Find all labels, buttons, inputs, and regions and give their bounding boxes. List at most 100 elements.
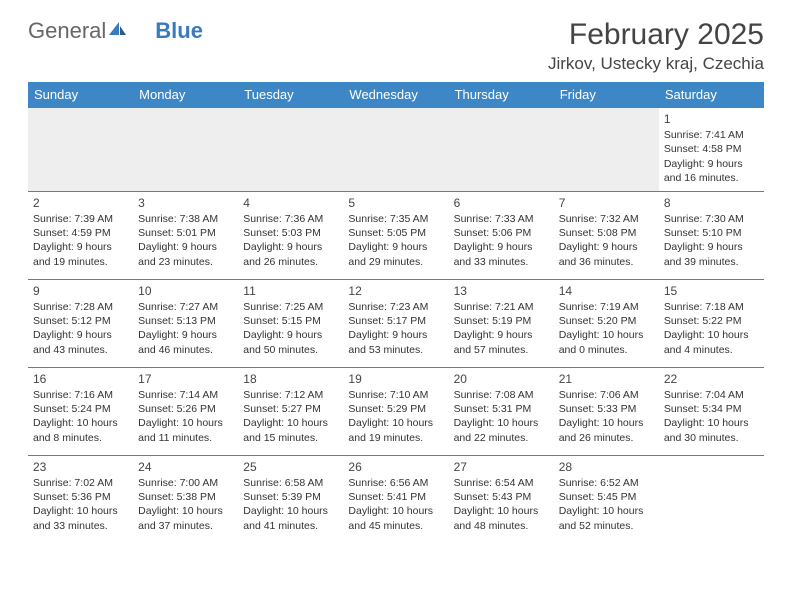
calendar-cell: 4Sunrise: 7:36 AMSunset: 5:03 PMDaylight…: [238, 191, 343, 279]
day-info: Sunrise: 7:30 AMSunset: 5:10 PMDaylight:…: [664, 212, 759, 269]
logo-text-general: General: [28, 18, 106, 44]
day-number: 12: [348, 283, 443, 299]
calendar-row: 1Sunrise: 7:41 AMSunset: 4:58 PMDaylight…: [28, 108, 764, 192]
day-number: 24: [138, 459, 233, 475]
day-info: Sunrise: 6:52 AMSunset: 5:45 PMDaylight:…: [559, 476, 654, 533]
day-info: Sunrise: 7:27 AMSunset: 5:13 PMDaylight:…: [138, 300, 233, 357]
day-number: 17: [138, 371, 233, 387]
weekday-header: Thursday: [449, 82, 554, 108]
day-info: Sunrise: 6:58 AMSunset: 5:39 PMDaylight:…: [243, 476, 338, 533]
day-info: Sunrise: 7:36 AMSunset: 5:03 PMDaylight:…: [243, 212, 338, 269]
calendar-cell: 2Sunrise: 7:39 AMSunset: 4:59 PMDaylight…: [28, 191, 133, 279]
day-info: Sunrise: 7:32 AMSunset: 5:08 PMDaylight:…: [559, 212, 654, 269]
weekday-header: Monday: [133, 82, 238, 108]
day-info: Sunrise: 7:33 AMSunset: 5:06 PMDaylight:…: [454, 212, 549, 269]
calendar-body: 1Sunrise: 7:41 AMSunset: 4:58 PMDaylight…: [28, 108, 764, 544]
calendar-head: SundayMondayTuesdayWednesdayThursdayFrid…: [28, 82, 764, 108]
day-info: Sunrise: 7:19 AMSunset: 5:20 PMDaylight:…: [559, 300, 654, 357]
day-number: 27: [454, 459, 549, 475]
day-number: 1: [664, 111, 759, 127]
calendar-cell: 18Sunrise: 7:12 AMSunset: 5:27 PMDayligh…: [238, 367, 343, 455]
day-info: Sunrise: 6:56 AMSunset: 5:41 PMDaylight:…: [348, 476, 443, 533]
calendar-table: SundayMondayTuesdayWednesdayThursdayFrid…: [28, 82, 764, 543]
calendar-cell: [133, 108, 238, 192]
calendar-cell: [554, 108, 659, 192]
day-info: Sunrise: 7:41 AMSunset: 4:58 PMDaylight:…: [664, 128, 759, 185]
day-number: 14: [559, 283, 654, 299]
day-number: 25: [243, 459, 338, 475]
weekday-header: Tuesday: [238, 82, 343, 108]
logo: General Blue: [28, 18, 203, 44]
location: Jirkov, Ustecky kraj, Czechia: [548, 54, 764, 74]
weekday-header: Saturday: [659, 82, 764, 108]
day-number: 16: [33, 371, 128, 387]
calendar-cell: [238, 108, 343, 192]
calendar-cell: 23Sunrise: 7:02 AMSunset: 5:36 PMDayligh…: [28, 455, 133, 543]
weekday-header: Sunday: [28, 82, 133, 108]
calendar-cell: 13Sunrise: 7:21 AMSunset: 5:19 PMDayligh…: [449, 279, 554, 367]
calendar-row: 16Sunrise: 7:16 AMSunset: 5:24 PMDayligh…: [28, 367, 764, 455]
calendar-cell: 15Sunrise: 7:18 AMSunset: 5:22 PMDayligh…: [659, 279, 764, 367]
day-info: Sunrise: 7:12 AMSunset: 5:27 PMDaylight:…: [243, 388, 338, 445]
day-number: 9: [33, 283, 128, 299]
day-info: Sunrise: 7:02 AMSunset: 5:36 PMDaylight:…: [33, 476, 128, 533]
day-number: 4: [243, 195, 338, 211]
day-number: 26: [348, 459, 443, 475]
calendar-cell: 16Sunrise: 7:16 AMSunset: 5:24 PMDayligh…: [28, 367, 133, 455]
calendar-cell: 10Sunrise: 7:27 AMSunset: 5:13 PMDayligh…: [133, 279, 238, 367]
logo-text-blue: Blue: [155, 18, 203, 44]
title-block: February 2025 Jirkov, Ustecky kraj, Czec…: [548, 18, 764, 74]
calendar-cell: 26Sunrise: 6:56 AMSunset: 5:41 PMDayligh…: [343, 455, 448, 543]
calendar-cell: 21Sunrise: 7:06 AMSunset: 5:33 PMDayligh…: [554, 367, 659, 455]
calendar-cell: 8Sunrise: 7:30 AMSunset: 5:10 PMDaylight…: [659, 191, 764, 279]
day-number: 2: [33, 195, 128, 211]
calendar-cell: 22Sunrise: 7:04 AMSunset: 5:34 PMDayligh…: [659, 367, 764, 455]
day-info: Sunrise: 7:18 AMSunset: 5:22 PMDaylight:…: [664, 300, 759, 357]
day-number: 18: [243, 371, 338, 387]
calendar-cell: [28, 108, 133, 192]
calendar-cell: 1Sunrise: 7:41 AMSunset: 4:58 PMDaylight…: [659, 108, 764, 192]
day-number: 13: [454, 283, 549, 299]
weekday-header: Friday: [554, 82, 659, 108]
day-info: Sunrise: 7:39 AMSunset: 4:59 PMDaylight:…: [33, 212, 128, 269]
calendar-cell: 12Sunrise: 7:23 AMSunset: 5:17 PMDayligh…: [343, 279, 448, 367]
calendar-row: 2Sunrise: 7:39 AMSunset: 4:59 PMDaylight…: [28, 191, 764, 279]
calendar-cell: [659, 455, 764, 543]
day-number: 19: [348, 371, 443, 387]
calendar-cell: 14Sunrise: 7:19 AMSunset: 5:20 PMDayligh…: [554, 279, 659, 367]
day-info: Sunrise: 7:16 AMSunset: 5:24 PMDaylight:…: [33, 388, 128, 445]
weekday-header: Wednesday: [343, 82, 448, 108]
day-number: 23: [33, 459, 128, 475]
calendar-cell: 6Sunrise: 7:33 AMSunset: 5:06 PMDaylight…: [449, 191, 554, 279]
calendar-cell: 9Sunrise: 7:28 AMSunset: 5:12 PMDaylight…: [28, 279, 133, 367]
calendar-cell: 3Sunrise: 7:38 AMSunset: 5:01 PMDaylight…: [133, 191, 238, 279]
day-number: 10: [138, 283, 233, 299]
day-info: Sunrise: 7:14 AMSunset: 5:26 PMDaylight:…: [138, 388, 233, 445]
day-info: Sunrise: 7:21 AMSunset: 5:19 PMDaylight:…: [454, 300, 549, 357]
month-title: February 2025: [548, 18, 764, 52]
calendar-cell: 5Sunrise: 7:35 AMSunset: 5:05 PMDaylight…: [343, 191, 448, 279]
day-number: 20: [454, 371, 549, 387]
calendar-cell: 25Sunrise: 6:58 AMSunset: 5:39 PMDayligh…: [238, 455, 343, 543]
day-info: Sunrise: 7:38 AMSunset: 5:01 PMDaylight:…: [138, 212, 233, 269]
logo-sail-icon: [107, 18, 127, 44]
calendar-cell: [449, 108, 554, 192]
calendar-cell: 19Sunrise: 7:10 AMSunset: 5:29 PMDayligh…: [343, 367, 448, 455]
day-number: 15: [664, 283, 759, 299]
day-number: 28: [559, 459, 654, 475]
day-info: Sunrise: 7:00 AMSunset: 5:38 PMDaylight:…: [138, 476, 233, 533]
day-number: 7: [559, 195, 654, 211]
day-info: Sunrise: 7:35 AMSunset: 5:05 PMDaylight:…: [348, 212, 443, 269]
day-number: 22: [664, 371, 759, 387]
day-number: 21: [559, 371, 654, 387]
day-info: Sunrise: 7:28 AMSunset: 5:12 PMDaylight:…: [33, 300, 128, 357]
day-number: 6: [454, 195, 549, 211]
header: General Blue February 2025 Jirkov, Ustec…: [28, 18, 764, 74]
calendar-row: 9Sunrise: 7:28 AMSunset: 5:12 PMDaylight…: [28, 279, 764, 367]
calendar-cell: 27Sunrise: 6:54 AMSunset: 5:43 PMDayligh…: [449, 455, 554, 543]
calendar-cell: [343, 108, 448, 192]
day-info: Sunrise: 6:54 AMSunset: 5:43 PMDaylight:…: [454, 476, 549, 533]
calendar-cell: 28Sunrise: 6:52 AMSunset: 5:45 PMDayligh…: [554, 455, 659, 543]
day-info: Sunrise: 7:10 AMSunset: 5:29 PMDaylight:…: [348, 388, 443, 445]
day-info: Sunrise: 7:23 AMSunset: 5:17 PMDaylight:…: [348, 300, 443, 357]
